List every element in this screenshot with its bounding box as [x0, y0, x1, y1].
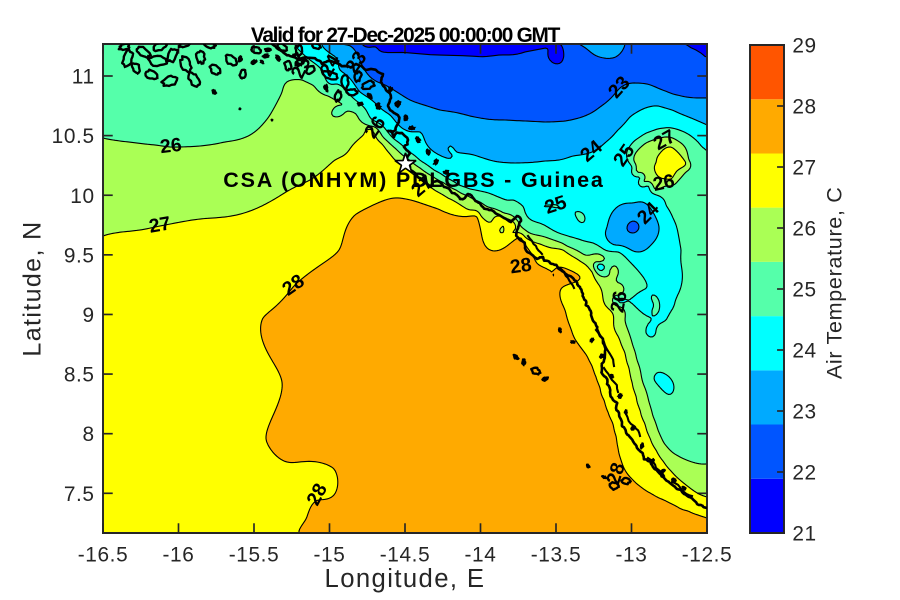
- svg-text:9: 9: [82, 304, 94, 327]
- svg-text:-14: -14: [465, 543, 497, 566]
- svg-text:28: 28: [792, 96, 816, 119]
- svg-text:24: 24: [792, 340, 816, 363]
- svg-text:28: 28: [509, 254, 534, 279]
- svg-text:26: 26: [159, 134, 183, 158]
- svg-text:29: 29: [792, 35, 816, 58]
- svg-text:-13: -13: [616, 543, 648, 566]
- svg-text:-16.5: -16.5: [78, 543, 129, 566]
- svg-text:23: 23: [792, 401, 816, 424]
- svg-text:-15.5: -15.5: [229, 543, 280, 566]
- svg-text:11: 11: [72, 66, 95, 89]
- svg-text:25: 25: [792, 279, 816, 302]
- svg-text:26: 26: [792, 218, 816, 241]
- svg-text:21: 21: [792, 523, 816, 546]
- svg-text:-14.5: -14.5: [380, 543, 431, 566]
- svg-text:Longitude, E: Longitude, E: [325, 565, 486, 593]
- svg-text:10.5: 10.5: [52, 125, 95, 148]
- svg-text:22: 22: [792, 462, 816, 485]
- svg-text:8: 8: [82, 423, 94, 446]
- svg-text:7.5: 7.5: [64, 483, 95, 506]
- svg-text:10: 10: [70, 185, 94, 208]
- svg-text:-15: -15: [314, 543, 346, 566]
- svg-text:9.5: 9.5: [64, 244, 95, 267]
- svg-text:Valid for 27-Dec-2025 00:00:00: Valid for 27-Dec-2025 00:00:00 GMT: [251, 24, 561, 47]
- svg-text:Air Temperature, C: Air Temperature, C: [823, 186, 847, 379]
- svg-text:8.5: 8.5: [64, 364, 95, 387]
- svg-text:-12.5: -12.5: [682, 543, 733, 566]
- svg-text:27: 27: [792, 157, 816, 180]
- svg-text:26: 26: [606, 289, 631, 314]
- svg-text:27: 27: [147, 212, 172, 237]
- svg-text:-13.5: -13.5: [531, 543, 582, 566]
- svg-text:26: 26: [651, 170, 677, 196]
- svg-text:Latitude, N: Latitude, N: [19, 220, 47, 356]
- svg-text:-16: -16: [163, 543, 195, 566]
- svg-text:CSA (ONHYM) PDLGBS - Guinea: CSA (ONHYM) PDLGBS - Guinea: [223, 168, 604, 192]
